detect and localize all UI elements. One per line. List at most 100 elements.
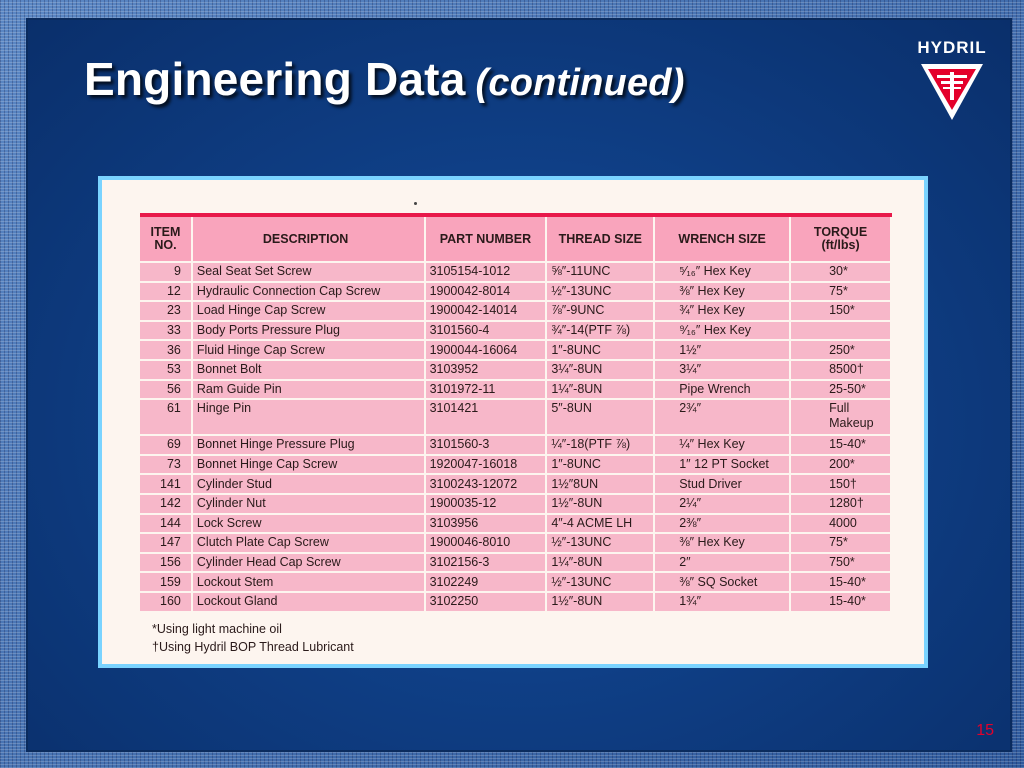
- part-number-cell: 1900035-12: [424, 492, 548, 514]
- description-cell: Cylinder Head Cap Screw: [191, 551, 426, 573]
- part-number-cell: 3101560-3: [424, 434, 548, 455]
- table-row: 141 Cylinder Stud 3100243-12072 1½″8UN Stud …: [140, 473, 892, 494]
- table-row: 9 Seal Seat Set Screw 3105154-1012 ⅝″-11UNC…: [140, 261, 892, 282]
- torque-cell: 75*: [790, 280, 892, 302]
- torque-cell: 15-40*: [790, 590, 892, 611]
- description-cell: Hydraulic Connection Cap Screw: [191, 280, 426, 302]
- wrench-size-cell: 2″: [654, 551, 792, 573]
- item-no-cell: 12: [140, 280, 193, 302]
- wrench-size-cell: ⅜″ Hex Key: [654, 532, 792, 553]
- torque-cell: 75*: [790, 532, 892, 553]
- item-no-cell: 23: [140, 300, 193, 321]
- thread-size-cell: ½″-13UNC: [546, 571, 656, 592]
- thread-size-cell: ⅝″-11UNC: [546, 261, 656, 282]
- thread-size-cell: 1½″8UN: [546, 473, 656, 494]
- title-subtitle: (continued): [475, 62, 685, 104]
- part-number-cell: 1900042-8014: [424, 280, 548, 302]
- page-number: 15: [976, 722, 994, 739]
- table-row: 160 Lockout Gland 3102250 1½″-8UN 1¾″ 15-40*: [140, 590, 892, 611]
- part-number-cell: 3103952: [424, 358, 548, 380]
- part-number-cell: 1900044-16064: [424, 339, 548, 360]
- item-no-cell: 53: [140, 358, 193, 380]
- torque-cell: 750*: [790, 551, 892, 573]
- thread-size-cell: 1¼″-8UN: [546, 551, 656, 573]
- header-thread-size: THREAD SIZE: [546, 215, 656, 262]
- wrench-size-cell: 2¾″: [654, 398, 792, 436]
- part-number-cell: 1900042-14014: [424, 300, 548, 321]
- speck: [414, 202, 417, 205]
- table-row: 147 Clutch Plate Cap Screw 1900046-8010 ½″-…: [140, 532, 892, 553]
- table-header-row: ITEM NO. DESCRIPTION PART NUMBER THREAD SIZ…: [140, 215, 892, 262]
- wrench-size-cell: ⁵⁄₁₆″ Hex Key: [654, 261, 792, 282]
- header-part-number: PART NUMBER: [424, 215, 548, 262]
- part-number-cell: 1920047-16018: [424, 453, 548, 475]
- thread-size-cell: 1½″-8UN: [546, 492, 656, 514]
- header-wrench-size: WRENCH SIZE: [654, 215, 792, 262]
- table-row: 69 Bonnet Hinge Pressure Plug 3101560-3 ¼″-…: [140, 434, 892, 455]
- thread-size-cell: 1½″-8UN: [546, 590, 656, 611]
- torque-cell: 1280†: [790, 492, 892, 514]
- table-row: 61 Hinge Pin 3101421 5″-8UN 2¾″ Full Makeup: [140, 398, 892, 436]
- torque-cell: 15-40*: [790, 434, 892, 455]
- table-row: 56 Ram Guide Pin 3101972-11 1¼″-8UN Pipe Wre…: [140, 378, 892, 400]
- table-row: 23 Load Hinge Cap Screw 1900042-14014 ⅞″-9U…: [140, 300, 892, 321]
- thread-size-cell: ¼″-18(PTF ⅞): [546, 434, 656, 455]
- description-cell: Seal Seat Set Screw: [191, 261, 426, 282]
- table-row: 144 Lock Screw 3103956 4″-4 ACME LH 2⅜″ 4000: [140, 512, 892, 534]
- description-cell: Clutch Plate Cap Screw: [191, 532, 426, 553]
- torque-cell: Full Makeup: [790, 398, 892, 436]
- thread-size-cell: 1¼″-8UN: [546, 378, 656, 400]
- part-number-cell: 3100243-12072: [424, 473, 548, 494]
- wrench-size-cell: 3¼″: [654, 358, 792, 380]
- torque-cell: 150*: [790, 300, 892, 321]
- thread-size-cell: 5″-8UN: [546, 398, 656, 436]
- torque-cell: 200*: [790, 453, 892, 475]
- torque-cell: [790, 319, 892, 341]
- part-number-cell: 3101972-11: [424, 378, 548, 400]
- wrench-size-cell: ⅜″ SQ Socket: [654, 571, 792, 592]
- part-number-cell: 3103956: [424, 512, 548, 534]
- thread-size-cell: 1″-8UNC: [546, 453, 656, 475]
- description-cell: Bonnet Hinge Pressure Plug: [191, 434, 426, 455]
- description-cell: Cylinder Nut: [191, 492, 426, 514]
- description-cell: Lockout Stem: [191, 571, 426, 592]
- hydril-logo: HYDRIL: [912, 38, 992, 122]
- wrench-size-cell: 1¾″: [654, 590, 792, 611]
- description-cell: Load Hinge Cap Screw: [191, 300, 426, 321]
- torque-cell: 8500†: [790, 358, 892, 380]
- thread-size-cell: 1″-8UNC: [546, 339, 656, 360]
- thread-size-cell: 4″-4 ACME LH: [546, 512, 656, 534]
- table-row: 159 Lockout Stem 3102249 ½″-13UNC ⅜″ SQ Sock…: [140, 571, 892, 592]
- wrench-size-cell: 2¼″: [654, 492, 792, 514]
- part-number-cell: 3102249: [424, 571, 548, 592]
- description-cell: Cylinder Stud: [191, 473, 426, 494]
- table-row: 12 Hydraulic Connection Cap Screw 1900042-…: [140, 280, 892, 302]
- header-item-no: ITEM NO.: [140, 215, 193, 262]
- table-body: 9 Seal Seat Set Screw 3105154-1012 ⅝″-11UNC…: [140, 261, 892, 611]
- torque-cell: 15-40*: [790, 571, 892, 592]
- description-cell: Hinge Pin: [191, 398, 426, 436]
- wrench-size-cell: ¼″ Hex Key: [654, 434, 792, 455]
- item-no-cell: 33: [140, 319, 193, 341]
- item-no-cell: 156: [140, 551, 193, 573]
- torque-cell: 4000: [790, 512, 892, 534]
- torque-cell: 150†: [790, 473, 892, 494]
- footnote-lubricant: †Using Hydril BOP Thread Lubricant: [152, 640, 354, 654]
- description-cell: Body Ports Pressure Plug: [191, 319, 426, 341]
- wrench-size-cell: ¾″ Hex Key: [654, 300, 792, 321]
- table-row: 142 Cylinder Nut 1900035-12 1½″-8UN 2¼″ 1280†: [140, 492, 892, 514]
- table-image-frame: ITEM NO. DESCRIPTION PART NUMBER THREAD SIZ…: [98, 176, 928, 668]
- torque-cell: 250*: [790, 339, 892, 360]
- table-row: 36 Fluid Hinge Cap Screw 1900044-16064 1″-8…: [140, 339, 892, 360]
- part-number-cell: 3101421: [424, 398, 548, 436]
- wrench-size-cell: 1″ 12 PT Socket: [654, 453, 792, 475]
- description-cell: Bonnet Bolt: [191, 358, 426, 380]
- part-number-cell: 3102250: [424, 590, 548, 611]
- description-cell: Ram Guide Pin: [191, 378, 426, 400]
- description-cell: Fluid Hinge Cap Screw: [191, 339, 426, 360]
- header-description: DESCRIPTION: [191, 215, 426, 262]
- part-number-cell: 1900046-8010: [424, 532, 548, 553]
- part-number-cell: 3105154-1012: [424, 261, 548, 282]
- item-no-cell: 144: [140, 512, 193, 534]
- item-no-cell: 9: [140, 261, 193, 282]
